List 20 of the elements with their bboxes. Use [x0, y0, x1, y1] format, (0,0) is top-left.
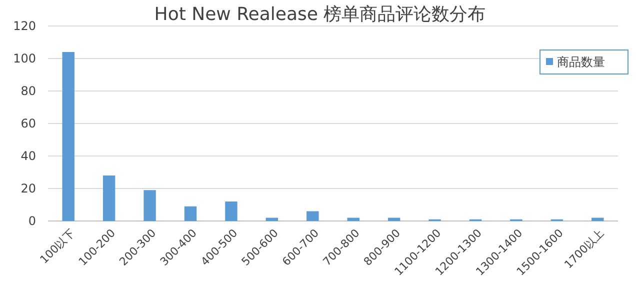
bar [225, 202, 238, 221]
bar [347, 218, 360, 221]
bar [144, 190, 156, 221]
y-tick-label: 40 [20, 149, 36, 164]
bar [388, 218, 400, 221]
bar [306, 211, 319, 221]
chart-title: Hot New Realease 榜单商品评论数分布 [154, 4, 486, 25]
bar [102, 176, 116, 221]
y-tick-label: 20 [20, 182, 36, 196]
bar [184, 206, 197, 221]
legend-label: 商品数量 [557, 55, 605, 70]
bar [62, 52, 74, 221]
x-tick-label: 100以下 [38, 226, 78, 266]
bar [592, 218, 604, 221]
y-tick-label: 0 [28, 214, 36, 228]
bar [266, 218, 278, 221]
y-tick-label: 100 [13, 52, 36, 66]
y-tick-label: 60 [20, 116, 36, 131]
y-tick-label: 80 [20, 84, 36, 98]
y-tick-label: 120 [13, 19, 36, 34]
